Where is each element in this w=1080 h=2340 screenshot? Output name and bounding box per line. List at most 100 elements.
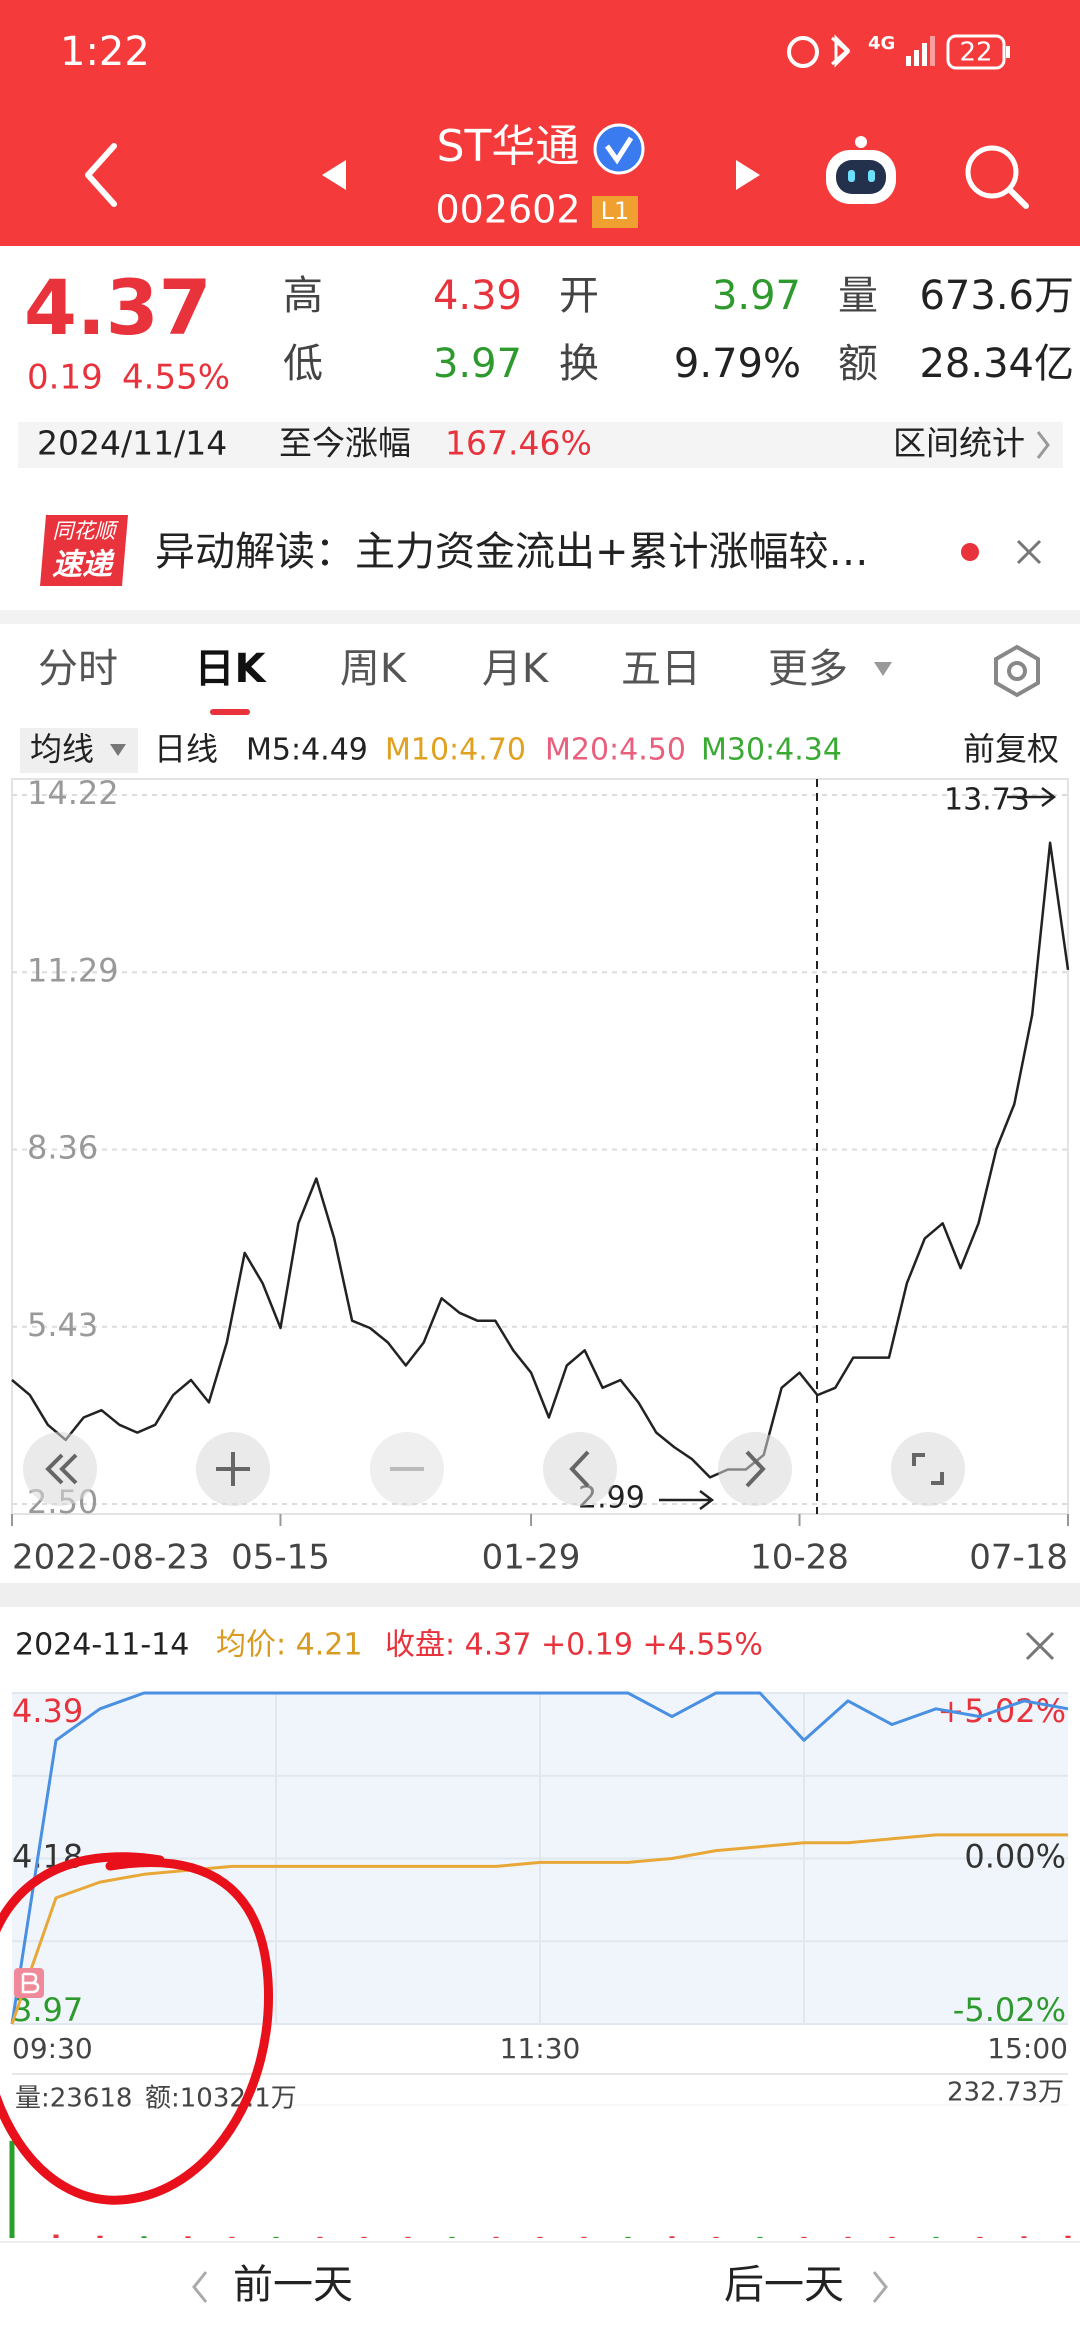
news-bar[interactable]: 同花顺 速递 异动解读：主力资金流出+累计涨幅较… — [40, 515, 979, 586]
prev-chevron — [192, 2271, 208, 2303]
search-circle — [965, 145, 1019, 199]
step-back-button[interactable] — [543, 1432, 617, 1506]
robot-button[interactable] — [826, 136, 896, 204]
step-back-icon — [569, 1450, 590, 1488]
volume-bar — [713, 2236, 719, 2238]
alarm-icon — [787, 36, 819, 68]
robot-eye — [848, 170, 855, 182]
price-line — [11, 841, 1070, 1479]
field-label: 量 — [838, 273, 878, 319]
prev-stock[interactable] — [322, 160, 346, 190]
status-time: 1:22 — [60, 29, 150, 75]
x-tick-label: 11:30 — [500, 2032, 581, 2065]
field-label: 开 — [559, 273, 599, 319]
step-forward-button[interactable] — [718, 1432, 792, 1506]
indicator-selector[interactable]: 均线 — [30, 730, 94, 768]
high-annotation: 13.73 — [944, 783, 1030, 818]
volume-bar — [669, 2236, 675, 2238]
step-forward-icon — [745, 1450, 766, 1488]
volume-bar — [317, 2236, 323, 2238]
field-value: 673.6万 — [919, 273, 1074, 319]
volume-bar — [9, 2140, 15, 2238]
tab[interactable]: 周K — [340, 646, 408, 692]
tab[interactable]: 五日 — [621, 646, 701, 692]
x-tick-label: 07-18 — [969, 1538, 1068, 1578]
stock-name: ST华通 — [437, 121, 580, 172]
intraday-close-button[interactable] — [1025, 1631, 1055, 1661]
range-stats[interactable]: 区间统计 — [893, 424, 1025, 463]
quote-grid: 高 4.39 开 3.97 量 673.6万 低 3.97 换 9.79% 额 … — [283, 273, 1074, 387]
volume-bar — [933, 2236, 939, 2238]
buy-marker-letter — [21, 1972, 40, 1994]
ma-item: M10:4.70 — [385, 733, 526, 768]
volume-bar — [449, 2236, 455, 2238]
fullscreen-button[interactable] — [891, 1432, 965, 1506]
field-value: 3.97 — [433, 341, 522, 387]
fullscreen-icon — [912, 1453, 944, 1485]
tab[interactable]: 日K — [195, 646, 268, 692]
field-label: 高 — [283, 273, 323, 319]
prev-day[interactable]: 前一天 — [233, 2262, 353, 2308]
volume-bar — [141, 2236, 147, 2238]
field-value: 9.79% — [674, 341, 801, 387]
signal-bar — [906, 56, 911, 66]
settings-dot — [1007, 661, 1027, 681]
chevron — [1036, 431, 1050, 459]
x-tick-label: 10-28 — [750, 1538, 849, 1578]
robot-antenna — [855, 136, 867, 148]
battery-icon — [946, 34, 1006, 70]
volume-bar — [1065, 2235, 1071, 2238]
field-value: 28.34亿 — [919, 341, 1074, 387]
settings-button[interactable] — [994, 644, 1040, 698]
tab[interactable]: 分时 — [38, 646, 118, 692]
tab-bar: 分时 日K 周K 月K 五日 更多 — [38, 646, 848, 715]
news-logo — [40, 515, 128, 586]
separator — [0, 610, 1080, 624]
volume-bar — [1021, 2236, 1027, 2238]
back-button[interactable] — [85, 143, 117, 207]
search-button[interactable] — [965, 145, 1029, 209]
adjust-mode[interactable]: 前复权 — [963, 730, 1059, 768]
ma-item: M20:4.50 — [545, 733, 686, 768]
y2-tick-label: +5.02% — [938, 1692, 1066, 1730]
volume-bar — [493, 2236, 499, 2238]
y-tick-label: 8.36 — [27, 1129, 98, 1167]
tab[interactable]: 更多 — [768, 646, 848, 692]
y-tick-label: 11.29 — [27, 951, 119, 989]
field-value: 4.39 — [433, 273, 522, 319]
ma-item: M5:4.49 — [246, 733, 368, 768]
volume-bar — [537, 2236, 543, 2238]
y2-tick-label: 0.00% — [964, 1838, 1066, 1876]
intraday-date: 2024-11-14 — [15, 1628, 189, 1663]
field-value: 3.97 — [712, 273, 801, 319]
y-tick-label: 5.43 — [27, 1306, 98, 1344]
volume-bar — [405, 2236, 411, 2238]
volume-bar — [625, 2236, 631, 2238]
since-label: 至今涨幅 — [279, 424, 411, 463]
volume-bar — [977, 2236, 983, 2238]
volume-bar — [97, 2235, 103, 2238]
y-tick-label: 14.22 — [27, 774, 119, 812]
range-bar[interactable] — [18, 422, 1063, 468]
level-badge-bg — [592, 196, 638, 228]
high-arrow — [1007, 787, 1057, 807]
price-line — [10, 1691, 1069, 2025]
next-day[interactable]: 后一天 — [724, 2262, 844, 2308]
next-stock[interactable] — [736, 160, 760, 190]
signal-icon — [906, 36, 935, 66]
verified-badge — [593, 123, 645, 175]
news-text: 异动解读：主力资金流出+累计涨幅较… — [155, 529, 869, 575]
battery-level: 22 — [959, 38, 992, 68]
field-label: 换 — [559, 341, 599, 387]
change: 0.19 — [27, 358, 103, 398]
news-close[interactable] — [1016, 539, 1042, 565]
volume-bar — [229, 2236, 235, 2238]
stock-code: 002602 — [435, 188, 580, 232]
tab[interactable]: 月K — [482, 646, 550, 692]
search-handle — [1007, 187, 1029, 209]
field-label: 低 — [283, 341, 323, 387]
volume-chart: 232.73万 — [9, 2078, 1071, 2238]
selector-caret — [110, 744, 126, 756]
battery-tip — [1006, 46, 1010, 58]
kline-frame — [11, 778, 1069, 1515]
